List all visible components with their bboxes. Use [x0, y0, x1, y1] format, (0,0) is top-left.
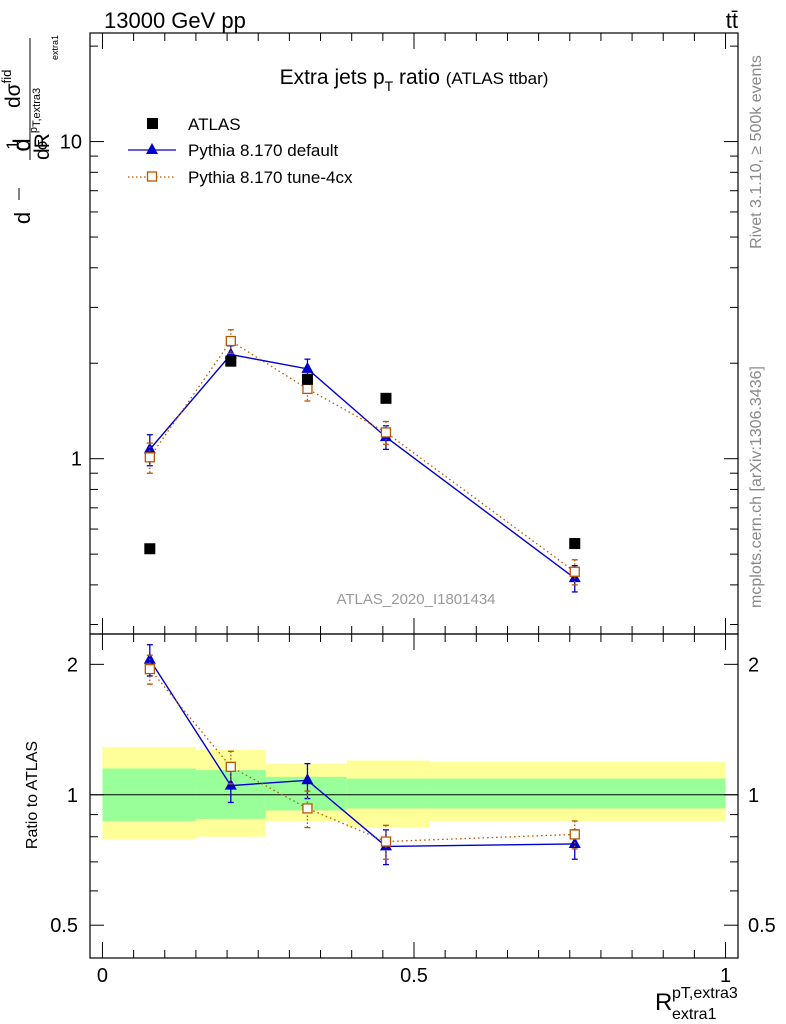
main-point-atlas: [569, 538, 581, 550]
main-point-tune: [302, 383, 313, 395]
legend-marker-atlas: [147, 118, 158, 129]
ratio-point-tune: [225, 761, 236, 772]
ratio-point-default: [301, 773, 314, 785]
main-point-atlas: [225, 355, 237, 367]
main-point-atlas: [380, 392, 392, 404]
main-ytick-label: 10: [60, 132, 82, 154]
main-ytick-label: 1: [71, 449, 82, 471]
legend: ATLAS Pythia 8.170 default Pythia 8.170 …: [128, 115, 353, 187]
ratio-ytick-label-right: 1: [748, 785, 759, 807]
ratio-xlabel-sub: extra1: [672, 1006, 717, 1023]
main-point-tune: [569, 566, 580, 577]
ratio-ylabel: Ratio to ATLAS: [24, 741, 41, 849]
legend-label-atlas: ATLAS: [188, 115, 241, 134]
ylabel-one: 1: [3, 140, 22, 149]
ylabel-den: dRpT,extra3: [28, 88, 54, 160]
ratio-panel: 0.5 0.5 1 1 2 2 0 0.5 1 Ratio to ATLAS R pT,extr…: [24, 633, 776, 1023]
legend-label-tune: Pythia 8.170 tune-4cx: [188, 168, 353, 187]
ratio-xlabel-sup: pT,extra3: [672, 985, 738, 1002]
ratio-point-tune: [380, 836, 392, 847]
legend-marker-tune: [146, 171, 158, 182]
ylabel-num: dσfid: [0, 70, 25, 108]
ratio-xtick-label: 0.5: [400, 965, 428, 987]
main-title: Extra jets pT ratio (ATLAS ttbar): [280, 66, 549, 94]
ratio-xtick-label: 0: [97, 965, 108, 987]
ylabel-den-sub: extra1: [50, 35, 60, 60]
ratio-ytick-label-left: 2: [67, 654, 78, 676]
watermark: ATLAS_2020_I1801434: [336, 591, 495, 608]
ratio-point-tune: [302, 803, 313, 814]
ratio-point-tune: [144, 663, 155, 675]
main-point-atlas: [301, 373, 313, 385]
main-point-tune: [144, 452, 155, 463]
main-panel: 1 10 Extra jets pT ratio (ATLAS ttbar) AT…: [0, 32, 739, 635]
process-label: tt̄: [726, 8, 738, 33]
site-label: mcplots.cern.ch [arXiv:1306.3436]: [748, 366, 765, 608]
legend-label-default: Pythia 8.170 default: [188, 141, 339, 160]
ratio-point-tune: [569, 829, 580, 840]
main-point-default: [301, 361, 314, 373]
main-ylabel: d 1 σ d dσfid dRpT,extra3 extra1: [0, 35, 60, 224]
main-line-pythia-8-170-default: [149, 353, 576, 579]
ratio-ytick-label-right: 2: [748, 654, 759, 676]
main-point-tune: [225, 335, 236, 347]
main-point-tune: [380, 427, 392, 438]
ratio-ytick-label-left: 0.5: [50, 915, 78, 937]
ratio-ytick-label-left: 1: [67, 785, 78, 807]
rivet-label: Rivet 3.1.10, ≥ 500k events: [748, 55, 765, 249]
ratio-xtick-label: 1: [720, 965, 731, 987]
main-point-atlas: [144, 543, 156, 555]
energy-label: 13000 GeV pp: [104, 8, 246, 33]
ratio-point-default: [143, 652, 156, 664]
ratio-ytick-label-right: 0.5: [748, 915, 776, 937]
ratio-band-inner: [346, 778, 430, 809]
ratio-band-inner: [429, 778, 726, 809]
legend-marker-default: [146, 143, 158, 154]
ylabel-d2: d: [10, 212, 35, 224]
ratio-xlabel: R: [655, 989, 672, 1016]
ylabel-d1: d: [9, 138, 36, 151]
ylabel-sigma: σ: [32, 139, 51, 150]
